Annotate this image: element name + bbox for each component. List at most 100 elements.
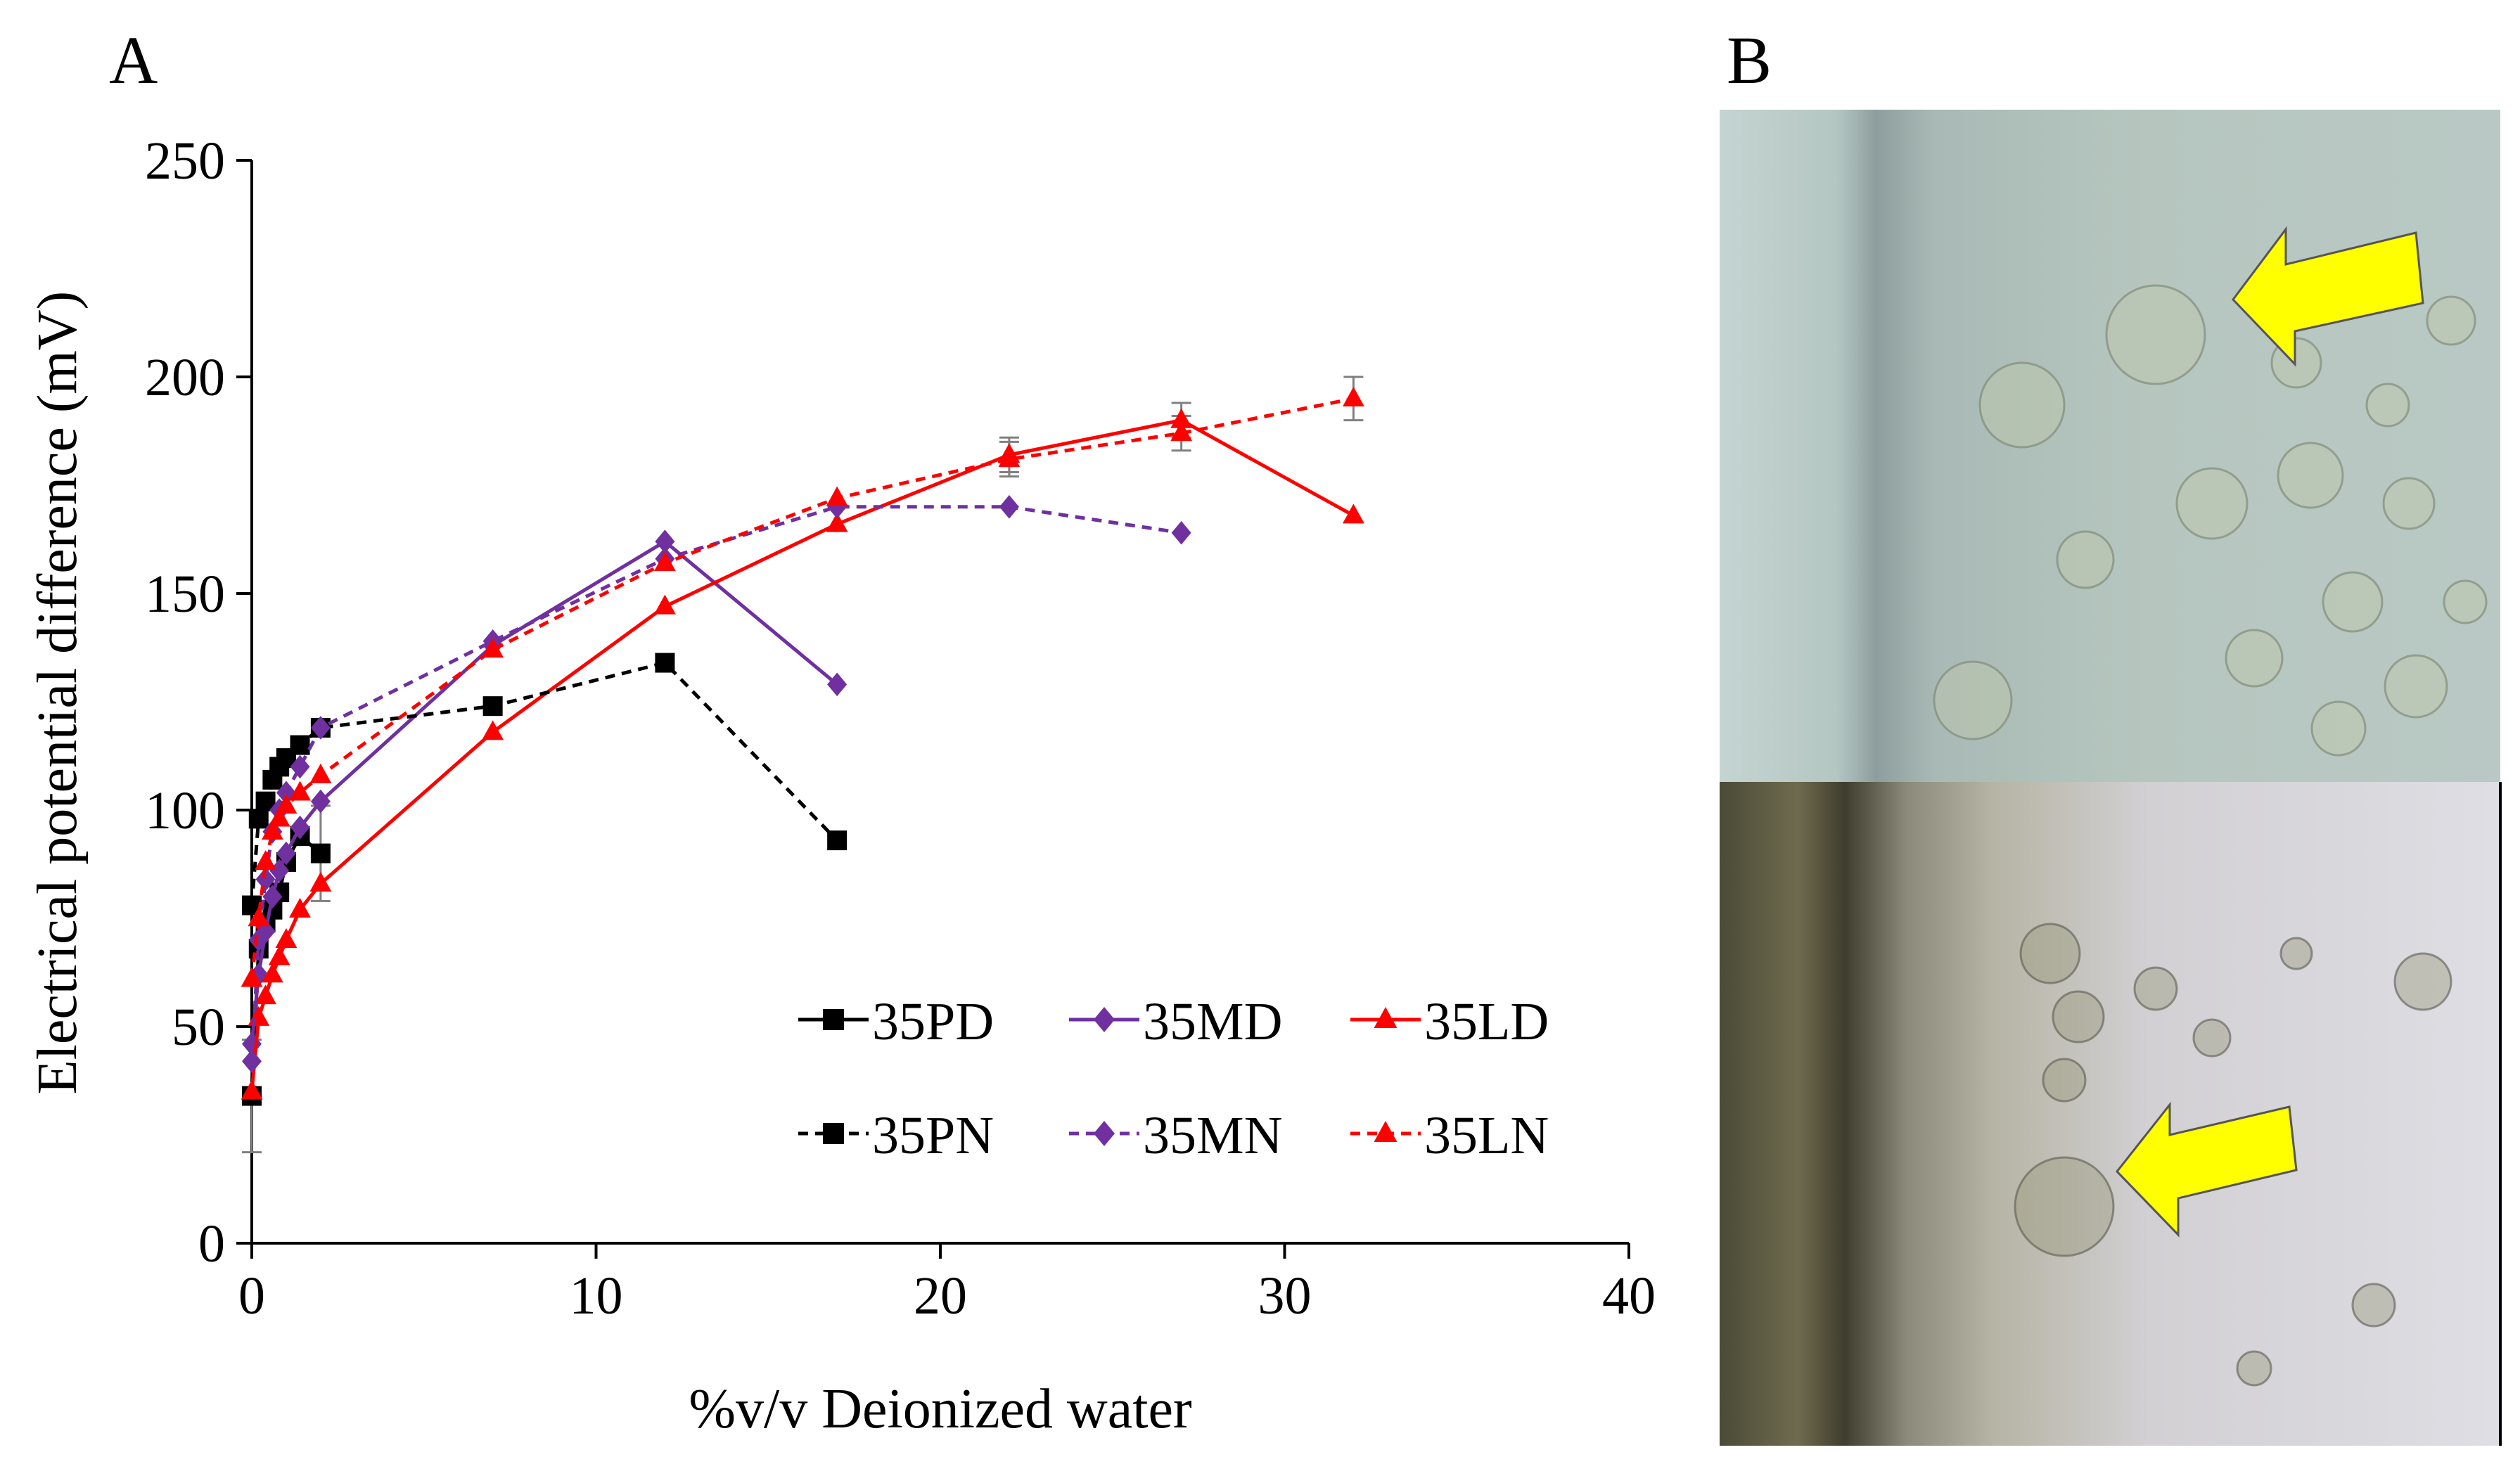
data-point-35MN <box>290 755 310 779</box>
data-point-35LD <box>289 897 311 918</box>
y-tick-label: 50 <box>172 998 225 1057</box>
cell-bubbles-top <box>1933 284 2488 757</box>
micrograph-panel <box>1720 110 2502 1446</box>
cell-bubble <box>2365 383 2410 428</box>
data-point-35LD <box>826 512 848 532</box>
cell-bubble <box>2382 477 2436 530</box>
x-tick-label: 40 <box>1602 1266 1656 1325</box>
data-point-35LD <box>268 945 290 965</box>
cell-bubble <box>2393 952 2452 1011</box>
legend-marker-35MD <box>1094 1007 1115 1032</box>
cell-bubble <box>2236 1350 2272 1387</box>
y-tick-label: 250 <box>145 131 225 191</box>
x-tick-label: 10 <box>570 1266 623 1325</box>
data-point-35LN <box>1343 387 1364 406</box>
data-point-35MN <box>248 928 269 952</box>
data-point-35MD <box>310 789 331 814</box>
x-tick-label: 20 <box>914 1266 967 1325</box>
cell-bubble <box>2443 579 2488 624</box>
data-point-35LN <box>654 551 676 572</box>
series-line-35MN <box>250 505 1182 1062</box>
series-line-35LD <box>250 418 1355 1092</box>
cell-bubble <box>2014 1156 2115 1257</box>
cell-bubble <box>2277 442 2344 509</box>
data-point-35LD <box>261 963 283 983</box>
panel-a-label: A <box>109 23 158 98</box>
legend-marker-35MN <box>1094 1121 1115 1146</box>
data-point-35LN <box>289 781 311 801</box>
data-point-35MD <box>262 885 283 908</box>
x-axis-label: %v/v Deionized water <box>689 1378 1191 1440</box>
data-point-35PN <box>248 809 269 829</box>
legend-marker-35LD <box>1374 1007 1397 1028</box>
micrograph-top <box>1720 110 2500 782</box>
cell-bubble <box>2279 937 2313 970</box>
data-point-35LN <box>241 967 263 987</box>
yellow-arrow-icon <box>2116 1101 2298 1238</box>
data-point-35LD <box>309 871 332 892</box>
legend-marker-35LN <box>1374 1121 1397 1142</box>
cell-bubble <box>2351 1283 2396 1328</box>
data-point-35LN <box>826 486 848 506</box>
cell-bubble <box>2175 467 2249 540</box>
data-point-35LN <box>248 906 270 927</box>
data-point-35LN <box>1170 421 1193 442</box>
data-point-35LD <box>1170 408 1193 428</box>
data-point-35MD <box>276 841 296 866</box>
cell-bubble <box>2133 966 2178 1011</box>
y-axis-label: Electrical potential difference (mV) <box>27 291 89 1094</box>
data-point-35MD <box>269 859 290 883</box>
data-point-35PN <box>655 653 675 673</box>
legend-label-35PD: 35PD <box>872 992 994 1051</box>
cell-bubble <box>2322 571 2384 633</box>
cell-bubble <box>2384 654 2448 719</box>
micrograph-bottom <box>1720 782 2500 1446</box>
cell-bubble <box>2225 629 2284 688</box>
data-point-35PN <box>827 830 848 851</box>
data-point-35PD <box>310 843 331 863</box>
data-point-35LN <box>998 447 1021 468</box>
legend-label-35LN: 35LN <box>1424 1106 1549 1165</box>
cell-bubble <box>2105 284 2206 385</box>
legend-label-35MN: 35MN <box>1143 1106 1282 1165</box>
data-point-35LN <box>255 850 276 871</box>
legend-label-35MD: 35MD <box>1143 992 1282 1051</box>
data-point-35LD <box>255 984 276 1005</box>
chart-axes <box>250 160 1629 1245</box>
data-point-35MN <box>310 716 331 740</box>
legend-label-35PN: 35PN <box>872 1106 994 1165</box>
legend-marker-35PN <box>823 1123 844 1144</box>
cell-bubble <box>2192 1018 2232 1058</box>
chart-ticks: 0 50 100 150 200 250 0 10 20 30 40 <box>145 131 1656 1325</box>
yellow-arrow-icon <box>2232 226 2424 367</box>
y-tick-label: 100 <box>145 781 225 840</box>
x-tick-label: 0 <box>238 1266 265 1325</box>
data-point-35LD <box>241 1079 263 1100</box>
y-tick-label: 200 <box>145 348 225 407</box>
data-point-35PN <box>290 735 310 755</box>
x-tick-label: 30 <box>1258 1266 1312 1325</box>
data-point-35LD <box>1343 503 1364 524</box>
series-line-35LN <box>250 397 1354 980</box>
data-point-35MN <box>242 1049 262 1074</box>
cell-bubble <box>1978 361 2066 449</box>
y-tick-label: 150 <box>145 565 225 624</box>
cell-bubble <box>2310 700 2367 757</box>
data-point-35MN <box>255 867 276 892</box>
panel-b-label: B <box>1727 23 1772 98</box>
data-point-35MD <box>655 529 675 553</box>
cell-bubble <box>2056 530 2115 589</box>
legend-marker-35PD <box>823 1009 844 1030</box>
data-point-35LD <box>654 594 676 615</box>
data-point-35LN <box>268 807 290 827</box>
data-point-35LN <box>309 763 332 783</box>
data-point-35LD <box>482 720 504 740</box>
chart-legend: 35PD 35MD 35LD 35PN 35MN 35LN <box>798 992 1549 1165</box>
data-point-35LN <box>261 820 283 840</box>
data-point-35MD <box>290 815 310 840</box>
cell-bubble <box>2426 295 2476 346</box>
y-tick-label: 0 <box>198 1214 225 1273</box>
data-point-35LN <box>482 638 504 658</box>
cell-bubbles-bottom <box>2014 923 2452 1387</box>
data-point-35MN <box>999 495 1019 519</box>
